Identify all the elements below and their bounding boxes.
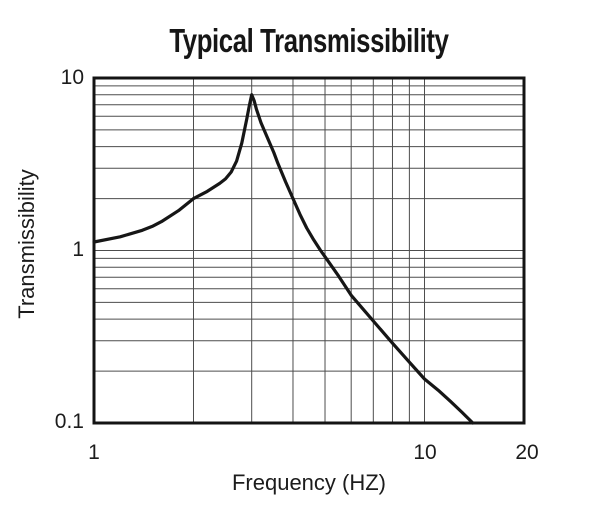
y-tick-1: 1 xyxy=(72,238,84,261)
transmissibility-curve xyxy=(92,93,475,425)
y-tick-0.1: 0.1 xyxy=(54,410,84,433)
chart-title: Typical Transmissibility xyxy=(94,22,524,60)
x-tick-1: 1 xyxy=(88,441,100,464)
x-axis-label: Frequency (HZ) xyxy=(231,470,387,495)
y-tick-10: 10 xyxy=(60,66,84,89)
chart-title-text: Typical Transmissibility xyxy=(169,22,449,59)
x-tick-10: 10 xyxy=(413,441,437,464)
gridlines xyxy=(94,78,524,423)
plot-border xyxy=(92,76,526,425)
x-tick-20: 20 xyxy=(515,441,539,464)
